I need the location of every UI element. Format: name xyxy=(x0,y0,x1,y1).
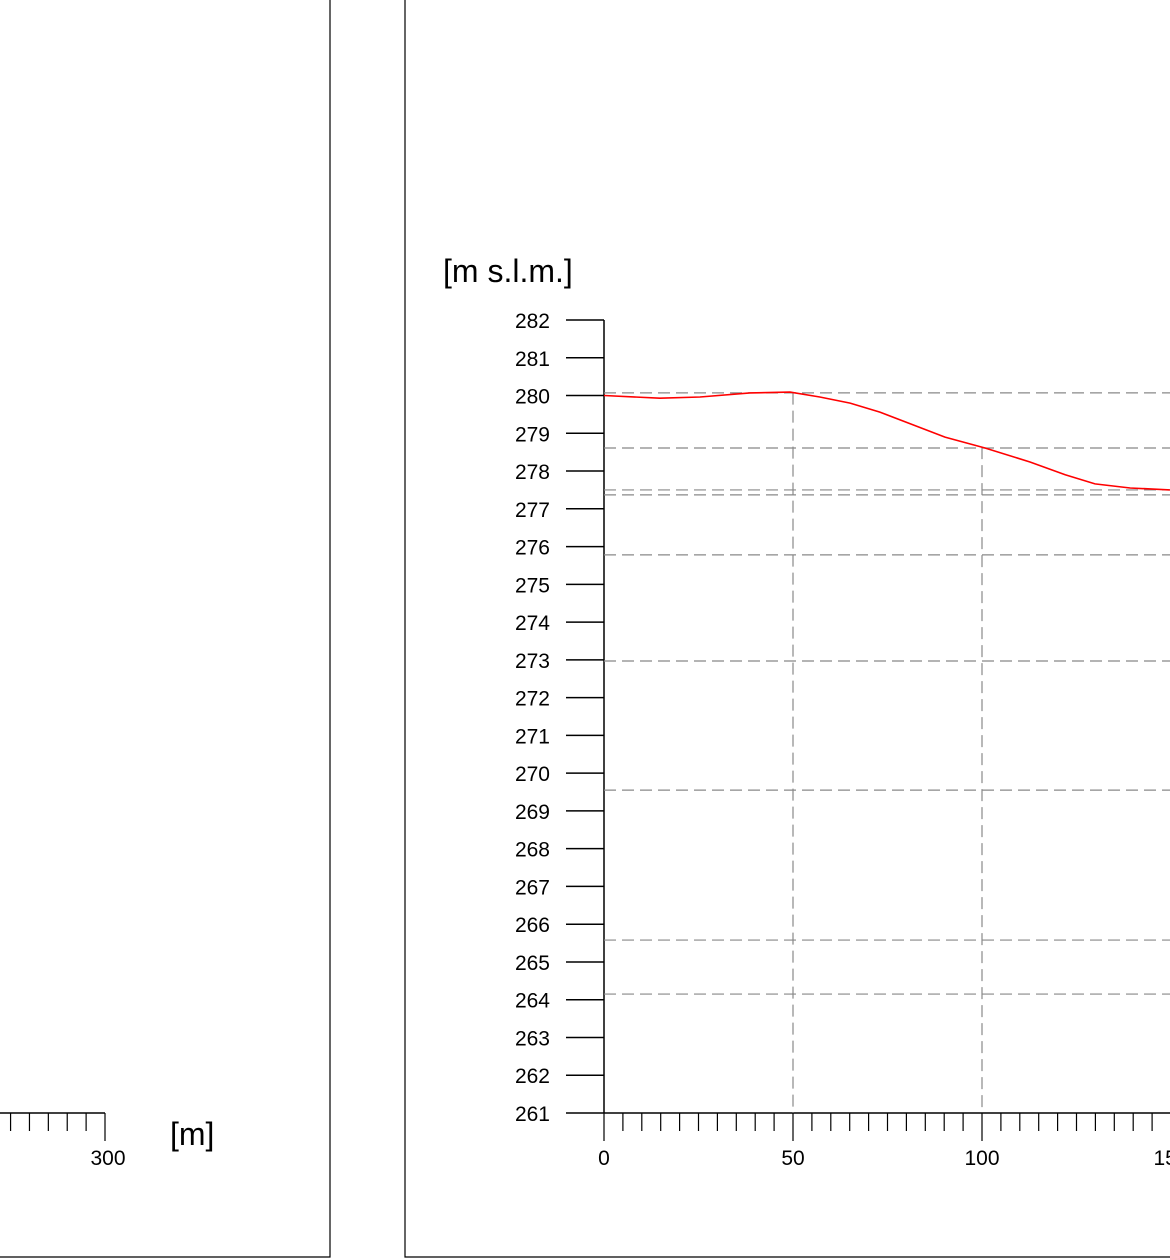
y-axis-label: [m s.l.m.] xyxy=(443,253,573,289)
x-tick-label: 50 xyxy=(781,1147,804,1170)
right-panel-border xyxy=(404,0,1170,1258)
left-panel-border xyxy=(0,0,331,1258)
y-tick-label: 272 xyxy=(515,688,550,711)
y-tick-label: 280 xyxy=(515,386,550,409)
y-tick-label: 276 xyxy=(515,537,550,560)
x-tick-label: 100 xyxy=(964,1147,999,1170)
x-tick-label: 0 xyxy=(598,1147,610,1170)
x-axis-label: [m] xyxy=(170,1116,214,1152)
y-tick-label: 278 xyxy=(515,461,550,484)
y-tick-label: 267 xyxy=(515,876,550,899)
profile-line xyxy=(603,391,1170,491)
y-tick-label: 273 xyxy=(515,650,550,673)
y-tick-label: 261 xyxy=(515,1103,550,1126)
x-tick-label: 300 xyxy=(90,1147,125,1170)
x-tick-label: 150 xyxy=(1153,1147,1170,1170)
y-tick-label: 282 xyxy=(515,310,550,333)
y-tick-label: 271 xyxy=(515,725,550,748)
y-tick-label: 263 xyxy=(515,1027,550,1050)
y-tick-label: 277 xyxy=(515,499,550,522)
y-tick-label: 269 xyxy=(515,801,550,824)
y-tick-label: 275 xyxy=(515,574,550,597)
y-tick-label: 262 xyxy=(515,1065,550,1088)
y-tick-label: 265 xyxy=(515,952,550,975)
y-tick-label: 274 xyxy=(515,612,550,635)
y-tick-label: 279 xyxy=(515,423,550,446)
y-tick-label: 266 xyxy=(515,914,550,937)
y-tick-label: 281 xyxy=(515,348,550,371)
y-tick-label: 268 xyxy=(515,839,550,862)
y-tick-label: 264 xyxy=(515,990,550,1013)
y-tick-label: 270 xyxy=(515,763,550,786)
